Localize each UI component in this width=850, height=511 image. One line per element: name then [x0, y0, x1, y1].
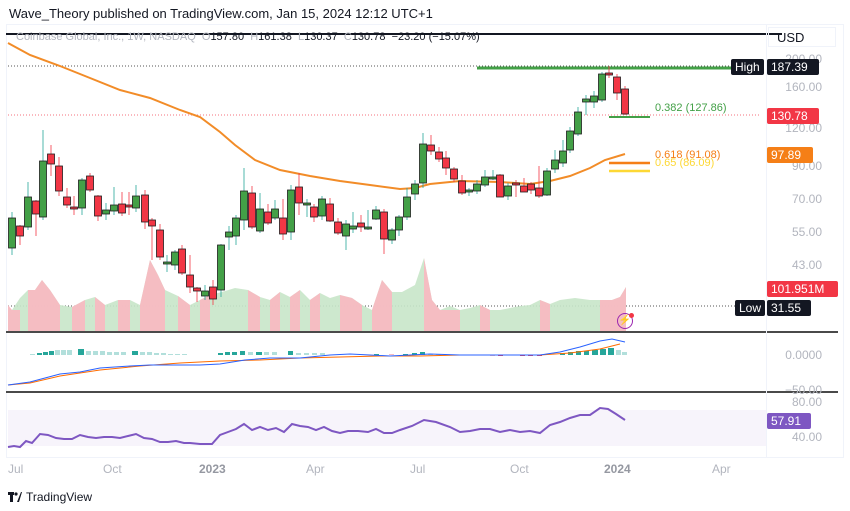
alert-dot: [629, 313, 634, 318]
high-tag-value: 187.39: [767, 59, 819, 75]
publish-header: Wave_Theory published on TradingView.com…: [9, 6, 433, 21]
chart-frame[interactable]: [6, 24, 844, 458]
price-axis-divider: [766, 24, 767, 458]
price-tick: 43.00: [791, 258, 822, 272]
lightning-icon[interactable]: ⚡: [617, 313, 633, 329]
time-label: Apr: [712, 462, 731, 476]
high-value: 161.38: [258, 31, 292, 43]
time-label: Oct: [510, 462, 529, 476]
time-label: Apr: [306, 462, 325, 476]
low-tag-label: Low: [735, 300, 766, 316]
rsi-tick: 40.00: [791, 430, 822, 444]
change-value: −23.20 (−15.07%): [391, 31, 480, 43]
price-tick: 70.00: [791, 192, 822, 206]
time-label: 2023: [199, 462, 226, 476]
time-label: Oct: [103, 462, 122, 476]
macd-pane-border[interactable]: [6, 331, 838, 333]
chart-top-border: [6, 33, 782, 35]
tradingview-name: TradingView: [26, 490, 93, 504]
time-label: 2024: [604, 462, 631, 476]
rsi-tick: 80.00: [791, 395, 822, 409]
tradingview-logo-icon: [8, 492, 22, 502]
time-label: Jul: [8, 462, 24, 476]
symbol-legend: Coinbase Global, Inc., 1W, NASDAQ O157.8…: [16, 31, 480, 43]
tradingview-branding[interactable]: TradingView: [8, 490, 92, 504]
symbol-name: Coinbase Global, Inc., 1W, NASDAQ: [16, 31, 196, 43]
price-tick: 120.00: [785, 121, 822, 135]
volume-value-tag: 101.951M: [767, 281, 838, 297]
price-tick: 160.00: [785, 80, 822, 94]
last-price-tag: 130.78: [767, 108, 819, 124]
rsi-value-tag: 57.91: [767, 413, 811, 429]
fib-618-label: 0.618 (91.08): [655, 149, 721, 161]
macd-tick: 0.0000: [785, 348, 822, 362]
candlesticks: [8, 66, 629, 305]
macd-histogram: [30, 348, 627, 356]
price-tick: 55.00: [791, 225, 822, 239]
low-value: 130.37: [304, 31, 338, 43]
fib-382-label: 0.382 (127.86): [655, 102, 727, 114]
time-label: Jul: [410, 462, 426, 476]
ma-value-tag: 97.89: [767, 147, 813, 163]
open-value: 157.80: [210, 31, 245, 43]
rsi-pane-border[interactable]: [6, 391, 838, 393]
rsi-line: [7, 406, 626, 449]
close-value: 130.78: [351, 31, 386, 43]
high-tag-label: High: [731, 59, 764, 75]
currency-selector[interactable]: USD: [768, 27, 836, 47]
macd-tick: −50.00: [784, 383, 822, 397]
low-tag-value: 31.55: [767, 300, 811, 316]
fib-65-label: 0.65 (86.09): [655, 157, 715, 169]
